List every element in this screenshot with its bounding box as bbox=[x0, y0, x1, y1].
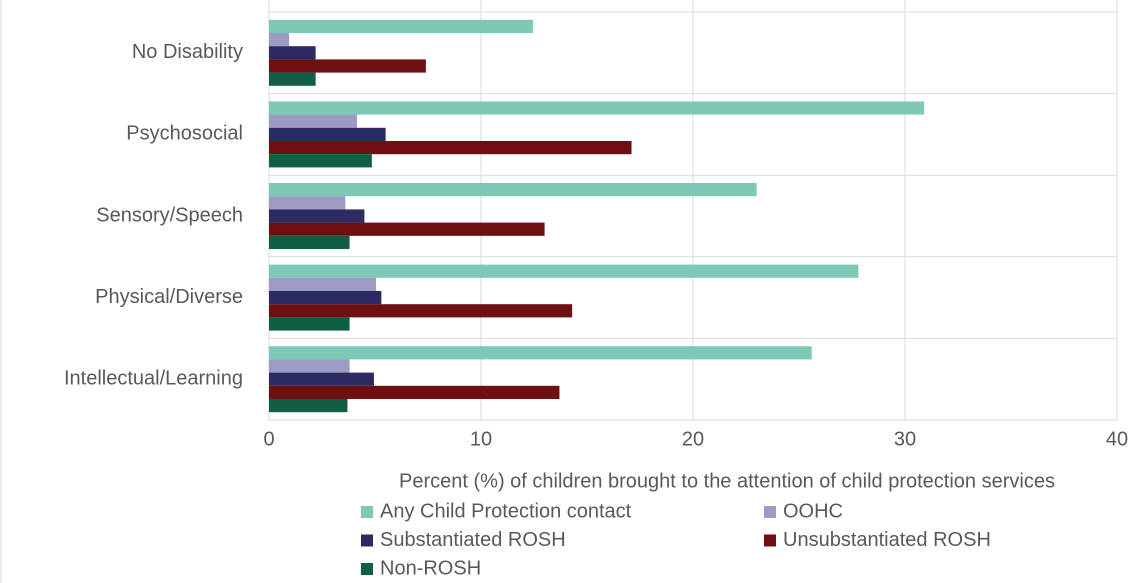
bar bbox=[269, 59, 426, 73]
legend-label: Substantiated ROSH bbox=[380, 529, 566, 551]
y-tick-label: Physical/Diverse bbox=[95, 286, 243, 308]
bar bbox=[269, 72, 316, 86]
bar bbox=[269, 222, 545, 236]
bar bbox=[269, 19, 533, 33]
legend-swatch bbox=[361, 506, 373, 518]
x-axis-title: Percent (%) of children brought to the a… bbox=[399, 470, 1055, 492]
bar bbox=[269, 127, 386, 141]
bar bbox=[269, 277, 377, 291]
bar bbox=[269, 114, 357, 128]
bar bbox=[269, 235, 350, 249]
legend-label: Unsubstantiated ROSH bbox=[783, 529, 991, 551]
x-tick-label: 20 bbox=[682, 428, 704, 450]
legend-swatch bbox=[764, 506, 776, 518]
y-tick-label: No Disability bbox=[132, 41, 243, 63]
bar bbox=[269, 304, 573, 318]
bar bbox=[269, 291, 382, 305]
y-tick-label: Sensory/Speech bbox=[96, 204, 243, 226]
bar bbox=[269, 154, 372, 168]
bar bbox=[269, 141, 632, 155]
bar bbox=[269, 196, 346, 210]
x-tick-label: 30 bbox=[894, 428, 916, 450]
bar bbox=[269, 209, 365, 223]
legend-swatch bbox=[361, 563, 373, 575]
bar bbox=[269, 317, 350, 331]
x-tick-label: 10 bbox=[470, 428, 492, 450]
legend-swatch bbox=[361, 534, 373, 547]
x-tick-label: 0 bbox=[263, 428, 274, 450]
y-tick-label: Intellectual/Learning bbox=[64, 367, 243, 389]
bar bbox=[269, 183, 757, 197]
legend-label: Non-ROSH bbox=[380, 557, 481, 579]
bar bbox=[269, 346, 812, 360]
y-tick-label: Psychosocial bbox=[126, 123, 243, 145]
bar bbox=[269, 46, 316, 60]
bar bbox=[269, 101, 925, 115]
bar bbox=[269, 385, 560, 399]
bar bbox=[269, 33, 290, 47]
legend-label: Any Child Protection contact bbox=[380, 500, 632, 522]
bar bbox=[269, 372, 374, 386]
legend-swatch bbox=[764, 534, 776, 547]
legend-label: OOHC bbox=[783, 500, 843, 522]
x-tick-label: 40 bbox=[1106, 428, 1128, 450]
bar bbox=[269, 359, 350, 373]
bar bbox=[269, 264, 859, 278]
bar bbox=[269, 399, 348, 413]
